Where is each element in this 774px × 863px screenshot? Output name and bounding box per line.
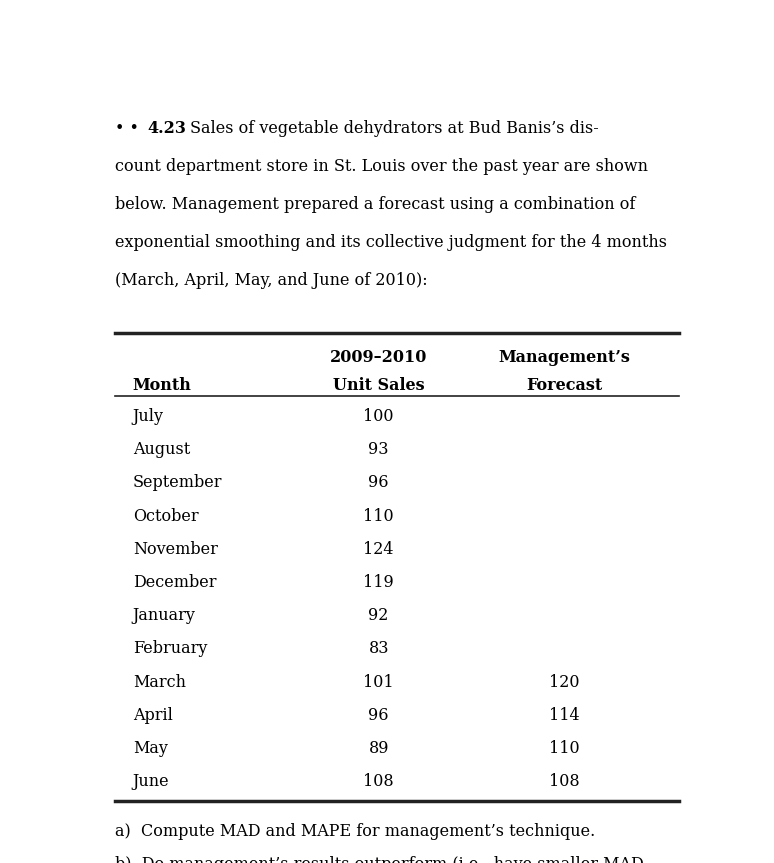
Text: 4.23: 4.23 bbox=[148, 120, 187, 137]
Text: 2009–2010: 2009–2010 bbox=[330, 350, 427, 367]
Text: b)  Do management’s results outperform (i.e., have smaller MAD: b) Do management’s results outperform (i… bbox=[115, 856, 643, 863]
Text: 120: 120 bbox=[550, 674, 580, 690]
Text: Sales of vegetable dehydrators at Bud Banis’s dis-: Sales of vegetable dehydrators at Bud Ba… bbox=[190, 120, 598, 137]
Text: 101: 101 bbox=[363, 674, 394, 690]
Text: count department store in St. Louis over the past year are shown: count department store in St. Louis over… bbox=[115, 158, 648, 175]
Text: Forecast: Forecast bbox=[526, 377, 603, 394]
Text: 100: 100 bbox=[364, 408, 394, 425]
Text: 110: 110 bbox=[550, 740, 580, 757]
Text: below. Management prepared a forecast using a combination of: below. Management prepared a forecast us… bbox=[115, 196, 635, 213]
Text: October: October bbox=[133, 507, 198, 525]
Text: May: May bbox=[133, 740, 168, 757]
Text: June: June bbox=[133, 773, 170, 791]
Text: 96: 96 bbox=[368, 475, 389, 491]
Text: 93: 93 bbox=[368, 441, 389, 458]
Text: a)  Compute MAD and MAPE for management’s technique.: a) Compute MAD and MAPE for management’s… bbox=[115, 822, 595, 840]
Text: March: March bbox=[133, 674, 186, 690]
Text: Unit Sales: Unit Sales bbox=[333, 377, 424, 394]
Text: exponential smoothing and its collective judgment for the 4 months: exponential smoothing and its collective… bbox=[115, 234, 666, 251]
Text: 92: 92 bbox=[368, 608, 389, 624]
Text: Management’s: Management’s bbox=[498, 350, 631, 367]
Text: 89: 89 bbox=[368, 740, 389, 757]
Text: 110: 110 bbox=[363, 507, 394, 525]
Text: February: February bbox=[133, 640, 207, 658]
Text: September: September bbox=[133, 475, 222, 491]
Text: July: July bbox=[133, 408, 164, 425]
Text: April: April bbox=[133, 707, 173, 724]
Text: 119: 119 bbox=[363, 574, 394, 591]
Text: • •: • • bbox=[115, 120, 139, 137]
Text: 108: 108 bbox=[550, 773, 580, 791]
Text: 108: 108 bbox=[363, 773, 394, 791]
Text: 96: 96 bbox=[368, 707, 389, 724]
Text: 83: 83 bbox=[368, 640, 389, 658]
Text: January: January bbox=[133, 608, 196, 624]
Text: December: December bbox=[133, 574, 216, 591]
Text: (March, April, May, and June of 2010):: (March, April, May, and June of 2010): bbox=[115, 272, 427, 289]
Text: August: August bbox=[133, 441, 190, 458]
Text: November: November bbox=[133, 541, 217, 557]
Text: 114: 114 bbox=[550, 707, 580, 724]
Text: Month: Month bbox=[133, 377, 192, 394]
Text: 124: 124 bbox=[364, 541, 394, 557]
